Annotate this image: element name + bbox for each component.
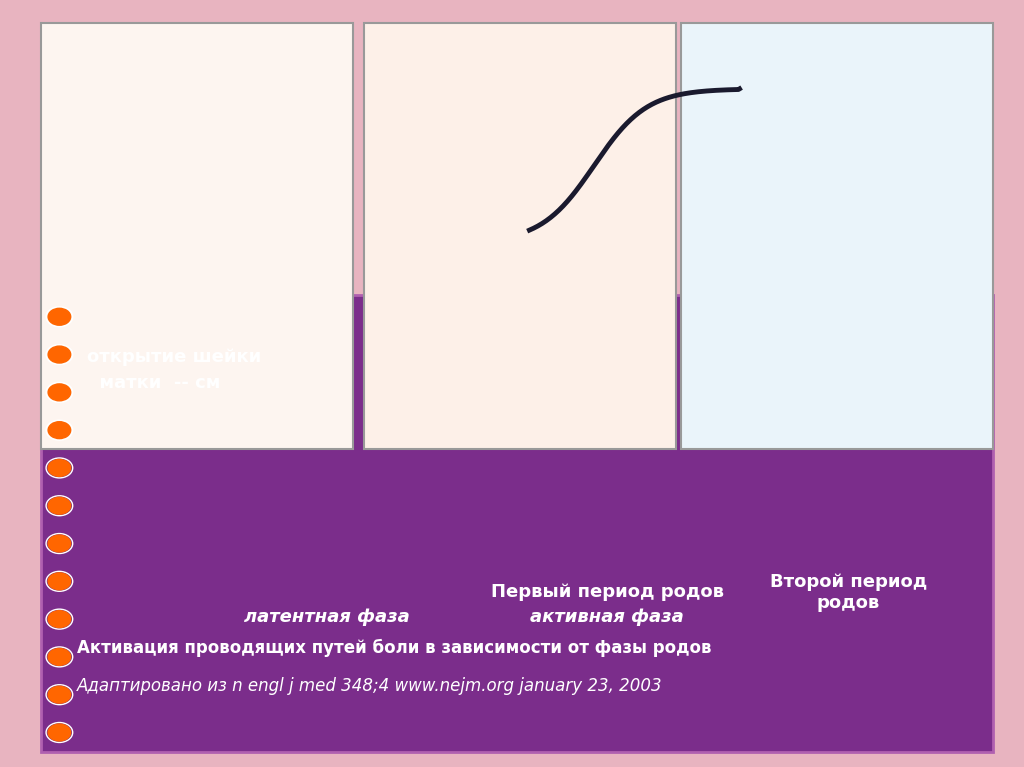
Text: Активация проводящих путей боли в зависимости от фазы родов: Активация проводящих путей боли в зависи…	[77, 639, 712, 657]
Text: Первый период родов: Первый период родов	[490, 583, 724, 601]
Text: Адаптировано из n engl j med 348;4 www.nejm.org january 23, 2003: Адаптировано из n engl j med 348;4 www.n…	[77, 677, 663, 696]
Text: матки  -- см: матки -- см	[87, 374, 220, 393]
Text: открытие шейки: открытие шейки	[87, 347, 261, 366]
Text: Второй период
родов: Второй период родов	[770, 573, 927, 611]
Text: активная фаза: активная фаза	[530, 608, 684, 627]
Text: латентная фаза: латентная фаза	[244, 608, 410, 627]
